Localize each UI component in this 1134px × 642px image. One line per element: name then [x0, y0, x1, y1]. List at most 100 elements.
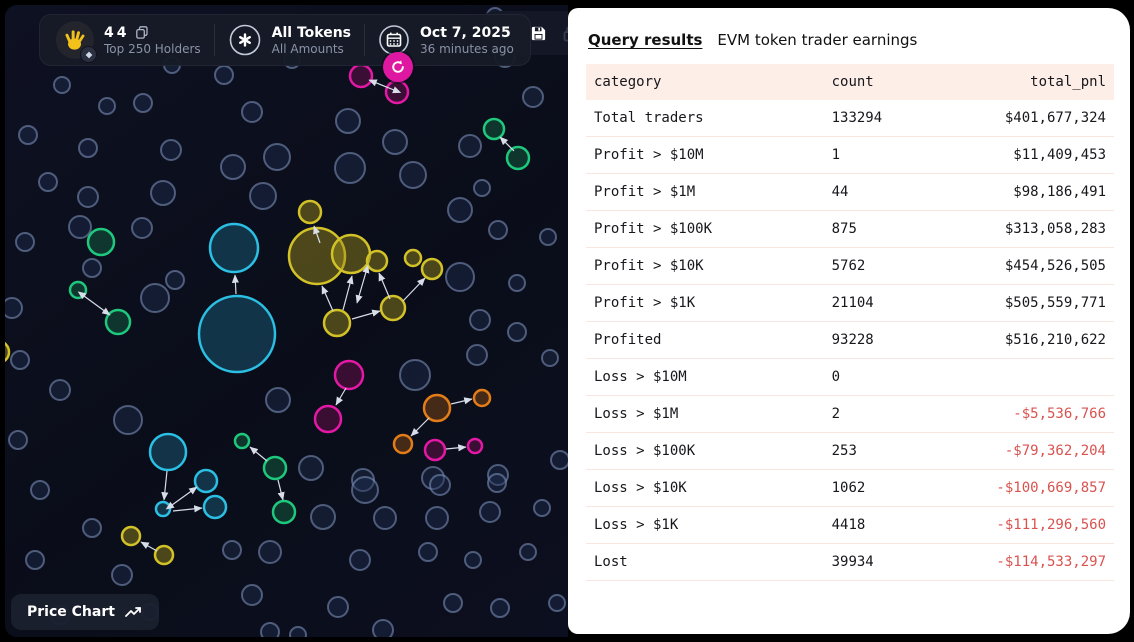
all-amounts-label: All Amounts [271, 41, 344, 56]
wallet-bubble-magenta[interactable] [423, 438, 447, 462]
wallet-bubble-cyan[interactable] [154, 500, 172, 518]
background-bubble [445, 262, 475, 292]
wallet-bubble-cyan[interactable] [202, 494, 228, 520]
table-cell: $98,186,491 [976, 173, 1114, 211]
wallet-bubble-yellow[interactable] [420, 257, 444, 281]
background-bubble [98, 97, 116, 115]
wallet-bubble-orange[interactable] [422, 393, 452, 423]
wallet-bubble-yellow[interactable] [120, 525, 142, 547]
table-cell: Loss > $100K [586, 432, 824, 470]
wallet-bubble-yellow[interactable] [5, 341, 11, 363]
wallet-bubble-green[interactable] [271, 499, 297, 525]
table-row: Loss > $10K 1062 -$100,669,857 [586, 469, 1114, 507]
transfer-arrow [410, 417, 430, 437]
save-icon[interactable] [530, 25, 547, 42]
table-cell: 44 [823, 173, 977, 211]
wallet-bubble-green[interactable] [482, 117, 506, 141]
wallet-bubble-yellow[interactable] [330, 233, 372, 275]
transfer-arrow [140, 541, 158, 552]
background-bubble [373, 506, 397, 530]
wallet-bubble-yellow[interactable] [297, 199, 323, 225]
wallet-bubble-green[interactable] [233, 432, 251, 450]
table-cell: 253 [823, 432, 977, 470]
lock-icon[interactable] [562, 24, 568, 42]
table-cell: 1 [823, 136, 977, 174]
date-selector[interactable]: Oct 7, 2025 36 minutes ago [378, 24, 514, 56]
wallet-bubble-yellow[interactable] [153, 544, 175, 566]
wallet-bubble-magenta[interactable] [333, 359, 365, 391]
background-bubble [548, 594, 566, 612]
wallet-bubble-magenta[interactable] [384, 79, 410, 105]
background-bubble [111, 564, 133, 586]
background-bubble [351, 476, 379, 504]
background-bubble [25, 550, 45, 570]
wallet-bubble-green[interactable] [86, 227, 116, 257]
background-bubble [150, 180, 176, 206]
transfer-arrow [445, 444, 467, 452]
background-bubble [30, 480, 50, 500]
background-bubble [5, 297, 23, 319]
table-cell: Profit > $10M [586, 136, 824, 174]
table-cell: Profit > $10K [586, 247, 824, 285]
bubble-map[interactable] [5, 5, 568, 637]
wallet-bubble-green[interactable] [505, 145, 531, 171]
background-bubble [18, 125, 38, 145]
background-bubble [447, 197, 473, 223]
background-bubble [372, 619, 394, 637]
background-bubble [425, 506, 449, 530]
wallet-bubble-cyan[interactable] [148, 432, 188, 472]
wallet-bubble-orange[interactable] [392, 433, 414, 455]
table-cell: Loss > $10M [586, 358, 824, 396]
transfer-arrow [249, 446, 268, 462]
chain-badge-icon [80, 46, 97, 63]
map-header: 44 Top 250 Holders [39, 14, 531, 66]
table-cell: -$111,296,560 [976, 506, 1114, 544]
query-results-link[interactable]: Query results [588, 31, 703, 49]
background-bubble [265, 387, 291, 413]
background-bubble [539, 228, 557, 246]
background-bubble [334, 152, 366, 184]
table-cell: Profit > $100K [586, 210, 824, 248]
token-selector[interactable]: 44 Top 250 Holders [56, 21, 201, 63]
background-bubble [82, 258, 102, 278]
wallet-bubble-cyan[interactable] [208, 222, 260, 274]
wallet-bubble-yellow[interactable] [403, 248, 423, 268]
wallet-bubble-magenta[interactable] [348, 63, 374, 89]
table-cell: $505,559,771 [976, 284, 1114, 322]
background-bubble [249, 182, 277, 210]
background-bubble [418, 542, 438, 562]
wallet-bubble-magenta[interactable] [466, 437, 484, 455]
copy-icon[interactable] [136, 26, 149, 39]
background-bubble [241, 101, 263, 123]
background-bubble [464, 551, 482, 569]
table-cell: Profited [586, 321, 824, 359]
transfer-arrow [277, 479, 285, 501]
wallet-bubble-cyan[interactable] [197, 294, 277, 374]
wallet-bubble-green[interactable] [262, 455, 288, 481]
transfer-arrow [321, 285, 334, 312]
background-bubble [490, 598, 510, 618]
wallet-bubble-green[interactable] [68, 280, 88, 300]
table-row: Lost 39934 -$114,533,297 [586, 543, 1114, 581]
background-bubble [487, 473, 507, 493]
wallet-bubble-cyan[interactable] [193, 468, 219, 494]
background-bubble [458, 134, 482, 158]
background-bubble [220, 154, 246, 180]
transfer-arrow [355, 264, 370, 304]
table-cell: $516,210,622 [976, 321, 1114, 359]
wallet-bubble-yellow[interactable] [379, 294, 407, 322]
background-bubble [508, 274, 526, 292]
token-id: 44 [104, 24, 130, 41]
token-amount-filter[interactable]: All Tokens All Amounts [228, 23, 351, 57]
price-chart-button[interactable]: Price Chart [11, 594, 159, 630]
wallet-bubble-orange[interactable] [472, 388, 492, 408]
wallet-bubble-yellow[interactable] [365, 249, 389, 273]
refresh-button[interactable] [383, 52, 413, 82]
wallet-bubble-magenta[interactable] [313, 404, 343, 434]
table-row: Total traders 133294 $401,677,324 [586, 100, 1114, 137]
wallet-bubble-yellow[interactable] [322, 308, 352, 338]
wallet-bubble-green[interactable] [104, 308, 132, 336]
table-cell: 5762 [823, 247, 977, 285]
table-cell [976, 358, 1114, 396]
